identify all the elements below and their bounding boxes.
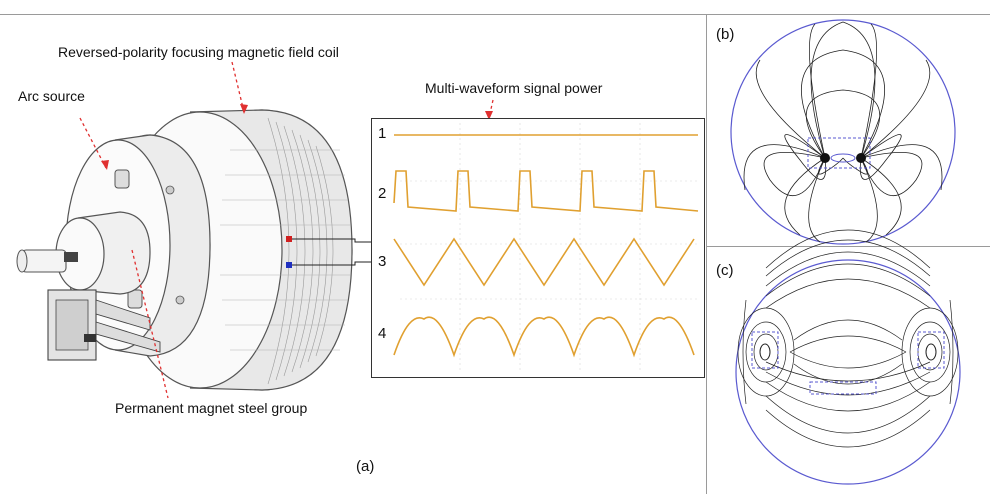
top-border — [0, 14, 990, 15]
panel-divider-horizontal — [706, 246, 990, 247]
probe-line-2 — [292, 261, 372, 266]
probe-line-1 — [292, 238, 372, 243]
panel-divider-vertical — [706, 14, 707, 494]
pointer-coil — [231, 61, 245, 113]
pointer-magnet — [131, 249, 169, 399]
probe-blue — [286, 262, 292, 268]
panel-tag-c: (c) — [716, 262, 734, 279]
label-arc-source: Arc source — [18, 88, 85, 104]
trace-4 — [393, 316, 695, 358]
connector-bracket — [47, 289, 161, 361]
scope-traces — [393, 123, 700, 373]
panel-tag-b: (b) — [716, 26, 735, 43]
channel-label-3: 3 — [378, 253, 387, 270]
trace-2 — [393, 170, 699, 212]
label-signal-power: Multi-waveform signal power — [425, 80, 603, 96]
oscilloscope-screen: 1 2 3 4 — [371, 118, 705, 378]
panel-tag-a: (a) — [356, 458, 375, 475]
trace-3 — [393, 237, 695, 287]
label-coil: Reversed-polarity focusing magnetic fiel… — [58, 44, 339, 60]
channel-label-4: 4 — [378, 325, 387, 342]
focusing-coil — [117, 109, 353, 391]
label-magnet-group: Permanent magnet steel group — [115, 400, 308, 416]
channel-label-1: 1 — [378, 125, 387, 142]
channel-label-2: 2 — [378, 185, 387, 202]
probe-red — [286, 236, 292, 242]
magnet-cylinder — [16, 211, 151, 295]
